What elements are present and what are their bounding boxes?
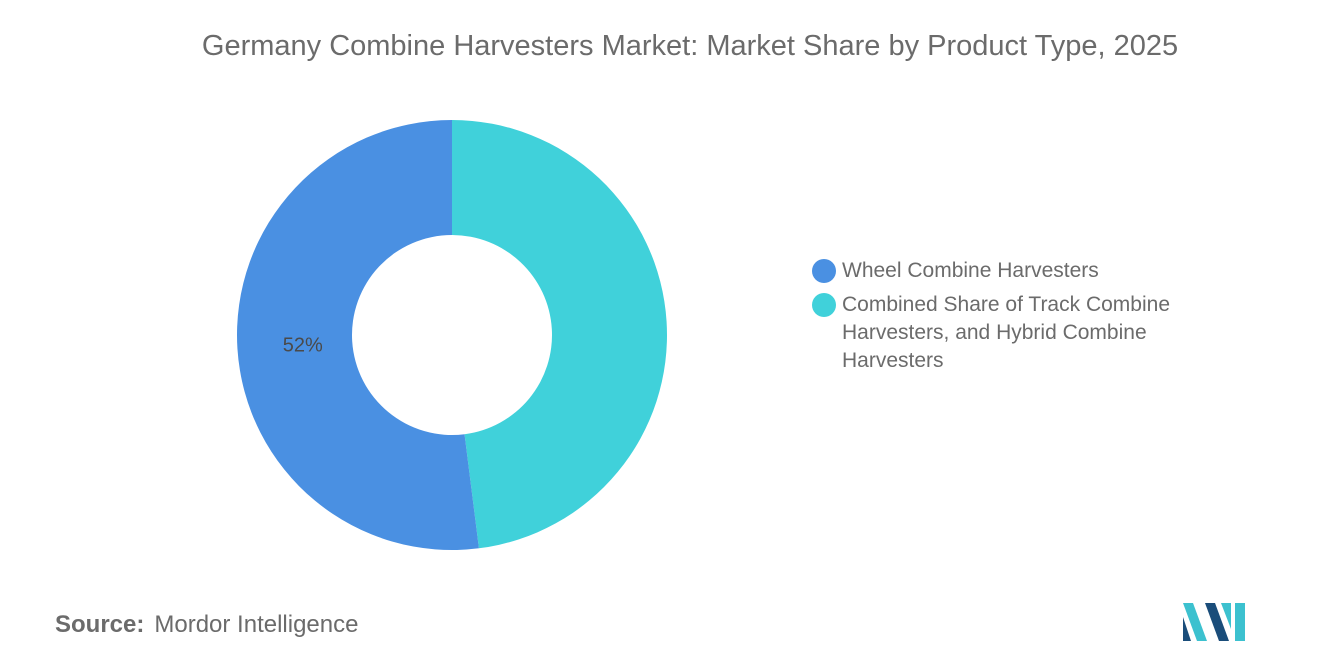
source-label: Source: [55, 611, 145, 638]
source-text: Mordor Intelligence [154, 611, 359, 638]
legend-label-track-hybrid: Combined Share of Track Combine Harveste… [842, 293, 1170, 372]
chart-legend: Wheel Combine Harvesters Combined Share … [812, 257, 1232, 381]
slice-wheel-combine-harvesters [237, 120, 479, 550]
legend-item-track-hybrid: Combined Share of Track Combine Harveste… [812, 291, 1232, 375]
legend-item-wheel: Wheel Combine Harvesters [812, 257, 1232, 285]
legend-swatch-track-hybrid [812, 293, 836, 317]
slice-label-wheel: 52% [283, 334, 323, 356]
donut-chart: 52% [237, 120, 668, 550]
mordor-intelligence-logo-icon [1183, 603, 1245, 641]
source-note: Source: Mordor Intelligence [55, 611, 358, 639]
legend-label-wheel: Wheel Combine Harvesters [842, 259, 1099, 282]
slice-track-hybrid-combine-harvesters [452, 120, 668, 549]
legend-swatch-wheel [812, 259, 836, 283]
chart-title: Germany Combine Harvesters Market: Marke… [201, 30, 1179, 62]
